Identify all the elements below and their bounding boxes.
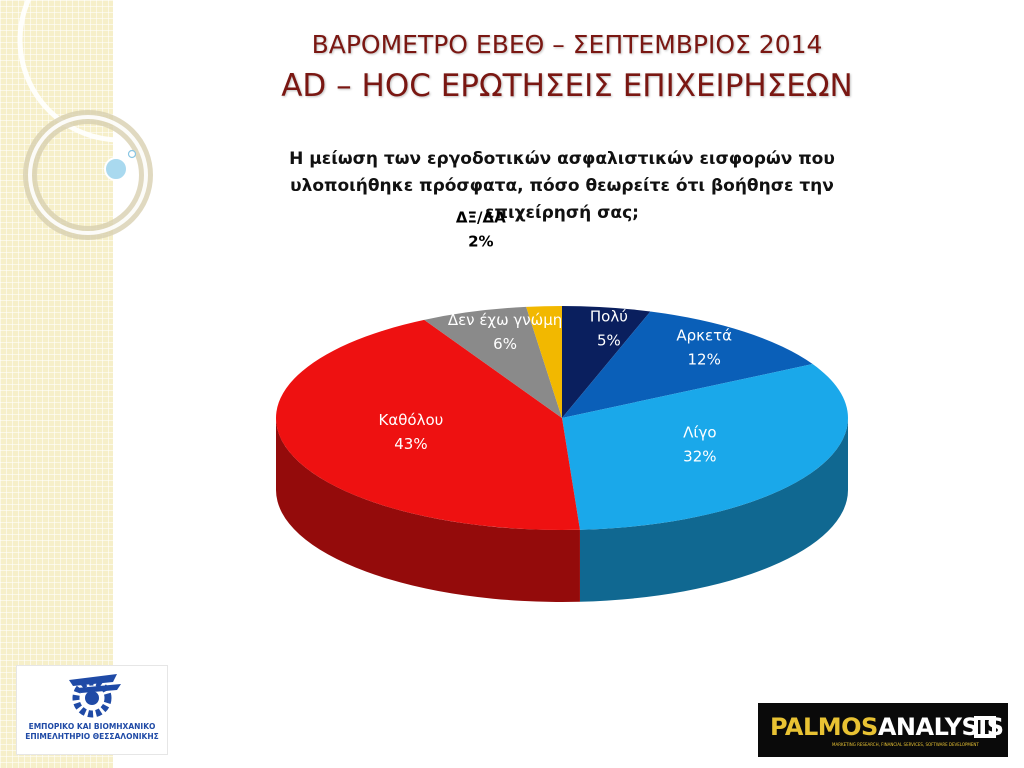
decorative-rings — [17, 0, 223, 240]
pie-label-καθόλου: Καθόλου 43% — [379, 411, 444, 453]
pie-slice-side-καθόλου — [276, 418, 580, 602]
pie-label-δεν-έχω-γνώμη: Δεν έχω γνώμη 6% — [448, 311, 563, 353]
pie-slice-πολύ — [562, 306, 651, 418]
pie-slice-δεν-έχω-γνώμη — [424, 306, 562, 418]
pie-label-λίγο: Λίγο 32% — [683, 424, 716, 466]
pie-label-πολύ: Πολύ 5% — [590, 308, 628, 350]
pie-slice-αρκετά — [562, 311, 813, 418]
palmos-analysis-logo: PALMOSANALYSIS MARKETING RESEARCH, FINAN… — [758, 703, 1008, 757]
pie-slice-side-λίγο — [579, 418, 848, 602]
palmos-tagline: MARKETING RESEARCH, FINANCIAL SERVICES, … — [832, 742, 979, 747]
pie-slices — [275, 306, 848, 602]
slide-subtitle: AD – HOC ΕΡΩΤΗΣΕΙΣ ΕΠΙΧΕΙΡΗΣΕΩΝ — [281, 68, 853, 104]
chart-title: Η μείωση των εργοδοτικών ασφαλιστικών ει… — [289, 149, 835, 223]
pie-labels: Πολύ 5% Αρκετά 12% Λίγο 32% Καθόλου 43% Δεν έχω … — [379, 209, 733, 466]
pie-label-δξ-δα: ΔΞ/ΔΑ 2% — [456, 209, 506, 251]
chamber-logo-text: ΕΜΠΟΡΙΚΟ ΚΑΙ ΒΙΟΜΗΧΑΝΙΚΟ ΕΠΙΜΕΛΗΤΗΡΙΟ ΘΕ… — [25, 722, 159, 741]
pie-slice-λίγο — [562, 364, 848, 530]
slide-title: ΒΑΡΟΜΕΤΡΟ ΕΒΕΘ – ΣΕΠΤΕΜΒΡΙΟΣ 2014 — [311, 30, 823, 59]
pie-slice-καθόλου — [275, 319, 580, 530]
pie-slice-δξ-δα — [526, 306, 562, 418]
chamber-emblem-icon — [69, 674, 121, 718]
chamber-logo: ΕΜΠΟΡΙΚΟ ΚΑΙ ΒΙΟΜΗΧΑΝΙΚΟ ΕΠΙΜΕΛΗΤΗΡΙΟ ΘΕ… — [16, 665, 168, 755]
palmos-analysis-wordmark: PALMOSANALYSIS — [770, 713, 1004, 741]
pie-label-αρκετά: Αρκετά 12% — [676, 327, 732, 369]
square-icon — [974, 716, 996, 738]
